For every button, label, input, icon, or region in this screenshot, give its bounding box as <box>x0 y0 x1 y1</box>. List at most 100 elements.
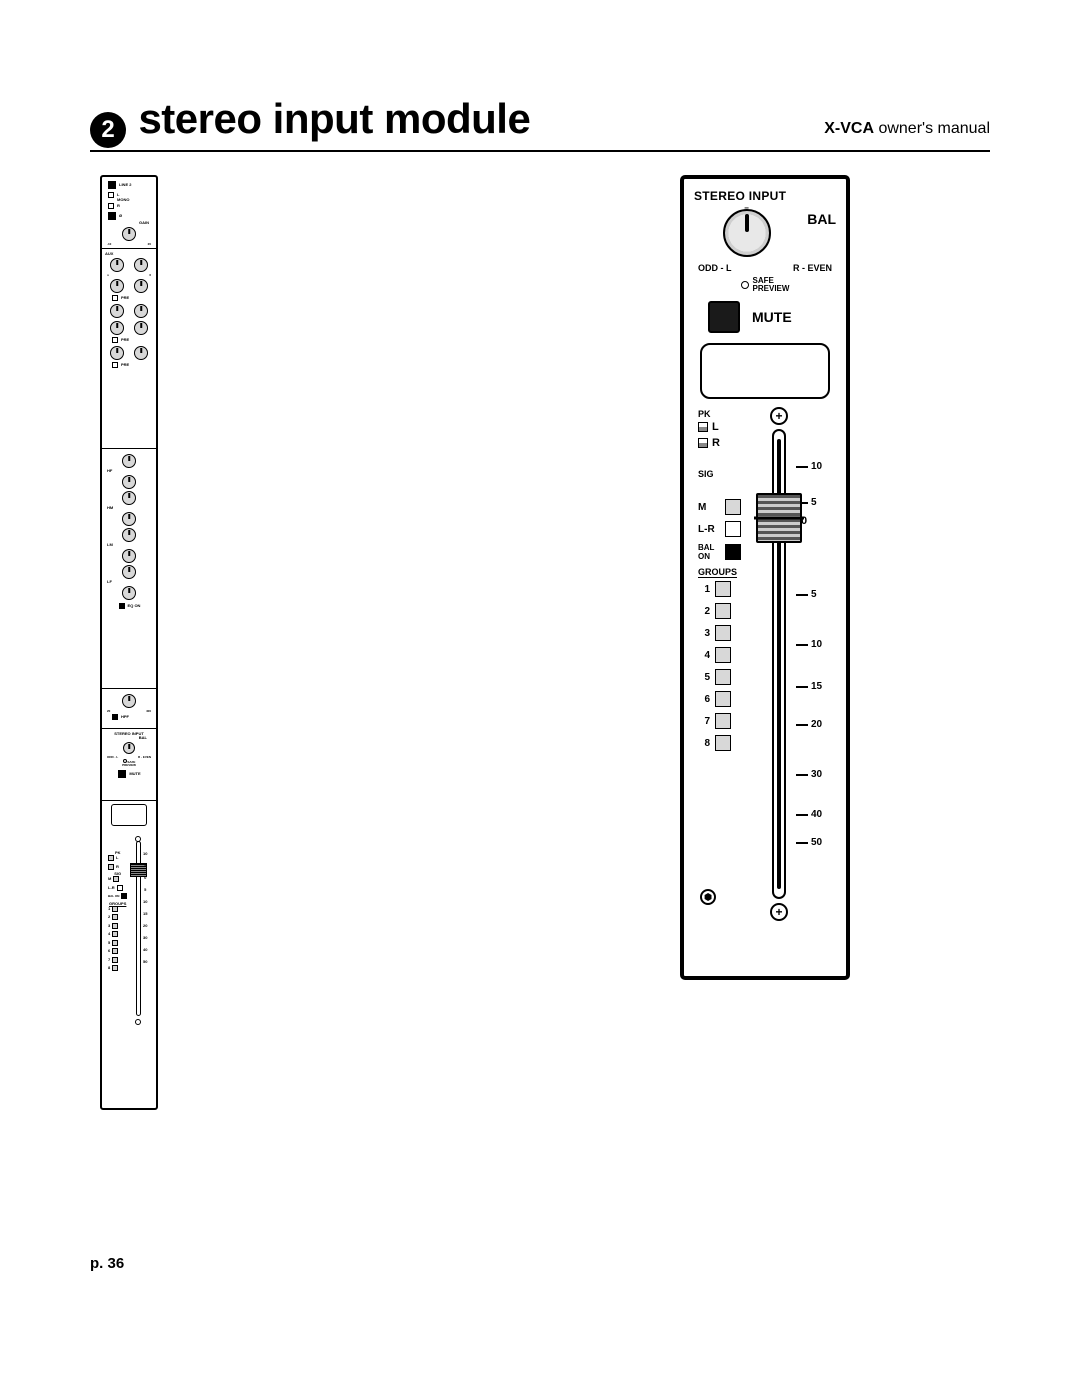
group-4-button[interactable] <box>715 647 731 663</box>
pk-l-label: L <box>712 421 719 433</box>
manual-suffix: owner's manual <box>874 120 990 137</box>
odd-l-label: ODD - L <box>698 263 732 273</box>
aux-knob-5[interactable] <box>110 304 124 318</box>
aux-knob-8[interactable] <box>134 321 148 335</box>
mini-grp-1[interactable] <box>112 906 118 912</box>
hf-freq-knob[interactable] <box>122 475 136 489</box>
full-channel-strip: LINE 2 L MONO R Ø GAIN -1020 AUX ∞6 <box>100 175 158 1110</box>
lm-gain-knob[interactable] <box>122 528 136 542</box>
hm-gain-knob[interactable] <box>122 491 136 505</box>
group-6-button[interactable] <box>715 691 731 707</box>
l-button[interactable] <box>108 192 114 198</box>
pk-led-l <box>698 422 708 432</box>
aux-knob-7[interactable] <box>110 321 124 335</box>
hm-freq-knob[interactable] <box>122 512 136 526</box>
phase-button[interactable] <box>108 212 116 220</box>
page-number: p. 36 <box>90 1255 124 1272</box>
bal-on-label: BAL ON <box>698 543 720 561</box>
mini-pk-r <box>108 864 114 870</box>
r-even-label: R - EVEN <box>793 263 832 273</box>
pk-label: PK <box>698 409 711 419</box>
gain-knob[interactable] <box>122 227 136 241</box>
group-8-button[interactable] <box>715 735 731 751</box>
chapter-number-badge: 2 <box>90 112 126 148</box>
group-7-button[interactable] <box>715 713 731 729</box>
fader-scale-mark: 40 <box>796 809 822 820</box>
hex-screw <box>700 889 716 905</box>
lm-freq-knob[interactable] <box>122 549 136 563</box>
bal-center-mark: = <box>744 205 749 214</box>
fader-scale-mark: 10 <box>796 639 822 650</box>
fader-scale-mark: 10 <box>796 461 822 472</box>
lf-freq-knob[interactable] <box>122 586 136 600</box>
aux-knob-2[interactable] <box>134 258 148 272</box>
r-button[interactable] <box>108 203 114 209</box>
mini-grp-4[interactable] <box>112 931 118 937</box>
mini-m-button[interactable] <box>113 876 119 882</box>
m-assign-button[interactable] <box>725 499 741 515</box>
line2-label: LINE 2 <box>119 183 131 187</box>
fader-cap[interactable] <box>756 493 802 543</box>
eq-on-button[interactable] <box>119 603 125 609</box>
lr-assign-button[interactable] <box>725 521 741 537</box>
aux-pre-2[interactable] <box>112 337 118 343</box>
hpf-knob[interactable] <box>122 694 136 708</box>
aux-pre-1[interactable] <box>112 295 118 301</box>
mini-grp-6[interactable] <box>112 948 118 954</box>
fader-scale-mark: 5 <box>796 589 817 600</box>
group-1-button[interactable] <box>715 581 731 597</box>
aux-knob-3[interactable] <box>110 279 124 293</box>
fader-screw-bottom: + <box>770 903 788 921</box>
mini-grp-7[interactable] <box>112 957 118 963</box>
gain-label: GAIN <box>105 221 153 225</box>
lr-label: L-R <box>698 524 720 535</box>
fader-scale-mark: 15 <box>796 681 822 692</box>
mini-grp-2[interactable] <box>112 914 118 920</box>
fader-scale-mark: 30 <box>796 769 822 780</box>
mini-lr-button[interactable] <box>117 885 123 891</box>
mini-grp-8[interactable] <box>112 965 118 971</box>
safe-preview-led <box>741 281 749 289</box>
chapter-heading: 2 stereo input module <box>90 95 530 144</box>
aux-knob-9[interactable] <box>110 346 124 360</box>
chapter-title: stereo input module <box>138 95 530 142</box>
hpf-button[interactable] <box>112 714 118 720</box>
mini-grp-5[interactable] <box>112 940 118 946</box>
r-label: R <box>117 204 120 208</box>
group-2-button[interactable] <box>715 603 731 619</box>
group-3-button[interactable] <box>715 625 731 641</box>
aux-pre-3[interactable] <box>112 362 118 368</box>
stereo-input-detail-panel: STEREO INPUT = BAL ODD - L R - EVEN SAFE… <box>680 175 850 980</box>
preview-label: PREVIEW <box>753 284 790 293</box>
hm-label: HM <box>105 506 153 510</box>
lm-label: LM <box>105 543 153 547</box>
bal-on-button[interactable] <box>725 544 741 560</box>
mute-label: MUTE <box>752 309 792 325</box>
fader-scale-mark: 50 <box>796 837 822 848</box>
scribble-strip <box>700 343 830 399</box>
fader-scale-mark: 20 <box>796 719 822 730</box>
balance-knob[interactable]: = <box>723 209 771 257</box>
mini-grp-3[interactable] <box>112 923 118 929</box>
mini-mute-button[interactable] <box>118 770 126 778</box>
mute-button[interactable] <box>708 301 740 333</box>
aux-knob-6[interactable] <box>134 304 148 318</box>
aux-knob-10[interactable] <box>134 346 148 360</box>
aux-knob-1[interactable] <box>110 258 124 272</box>
lf-gain-knob[interactable] <box>122 565 136 579</box>
fader-screw-top: + <box>770 407 788 425</box>
mini-screw-bot <box>135 1019 141 1025</box>
detail-title: STEREO INPUT <box>694 189 836 203</box>
mini-balon-button[interactable] <box>121 893 127 899</box>
mini-fader-scale: 10505101520304050 <box>143 851 147 971</box>
mini-pk-l <box>108 855 114 861</box>
group-5-button[interactable] <box>715 669 731 685</box>
hf-gain-knob[interactable] <box>122 454 136 468</box>
groups-label: GROUPS <box>698 567 741 577</box>
mini-screw-top <box>135 836 141 842</box>
line2-button[interactable] <box>108 181 116 189</box>
aux-knob-4[interactable] <box>134 279 148 293</box>
mini-bal-knob[interactable] <box>123 742 135 754</box>
pk-r-label: R <box>712 437 720 449</box>
pk-led-r <box>698 438 708 448</box>
